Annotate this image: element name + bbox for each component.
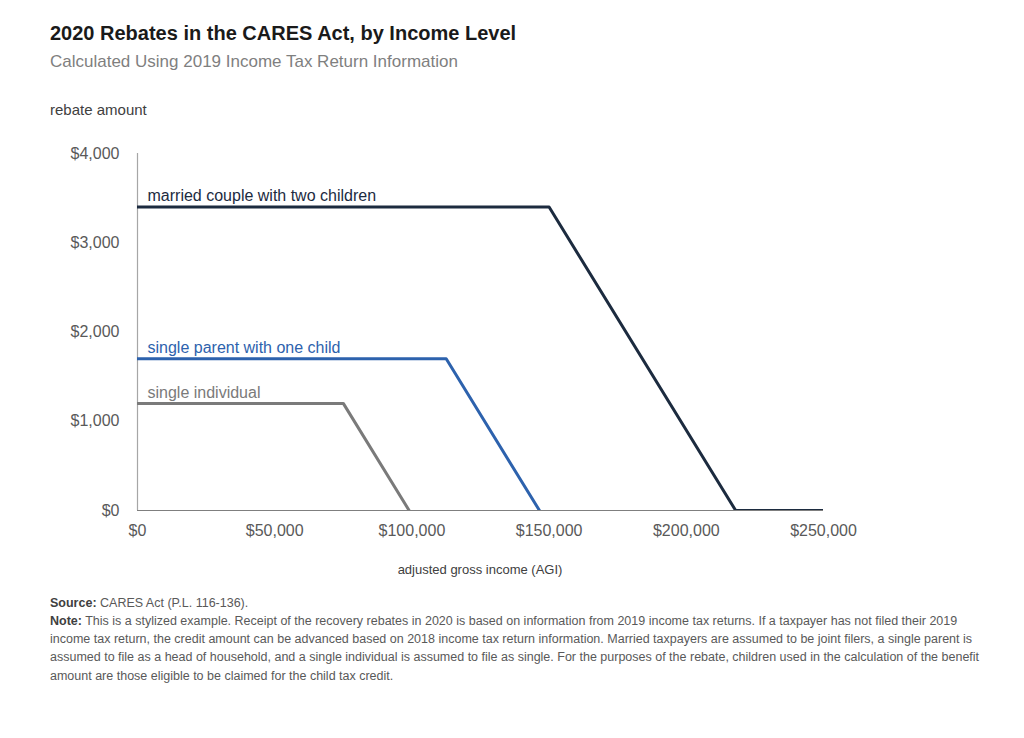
svg-text:$100,000: $100,000 — [379, 522, 446, 539]
svg-text:married couple with two childr: married couple with two children — [148, 187, 377, 204]
svg-text:$2,000: $2,000 — [71, 323, 120, 340]
html-text:Calculated Using 2019 Income T: Calculated Using 2019 Income Tax Return … — [50, 52, 458, 71]
html-text:adjusted gross income (AGI): adjusted gross income (AGI) — [397, 562, 563, 577]
html-text:Note: This is a stylized examp: Note: This is a stylized example. Receip… — [50, 614, 980, 683]
svg-text:$150,000: $150,000 — [516, 522, 583, 539]
svg-text:single parent with one child: single parent with one child — [148, 339, 341, 356]
svg-text:$250,000: $250,000 — [790, 522, 857, 539]
svg-text:single individual: single individual — [148, 384, 261, 401]
svg-text:$0: $0 — [102, 502, 120, 519]
html-text:rebate amount: rebate amount — [50, 101, 147, 118]
svg-text:$3,000: $3,000 — [71, 234, 120, 251]
html-text:2020 Rebates in the CARES Act,: 2020 Rebates in the CARES Act, by Income… — [50, 22, 517, 44]
svg-text:$200,000: $200,000 — [653, 522, 720, 539]
html-text:Source: CARES Act (P.L. 116-13: Source: CARES Act (P.L. 116-136). — [50, 596, 249, 610]
svg-text:$4,000: $4,000 — [71, 145, 120, 162]
svg-text:$50,000: $50,000 — [246, 522, 304, 539]
svg-text:$1,000: $1,000 — [71, 412, 120, 429]
svg-text:$0: $0 — [129, 522, 147, 539]
